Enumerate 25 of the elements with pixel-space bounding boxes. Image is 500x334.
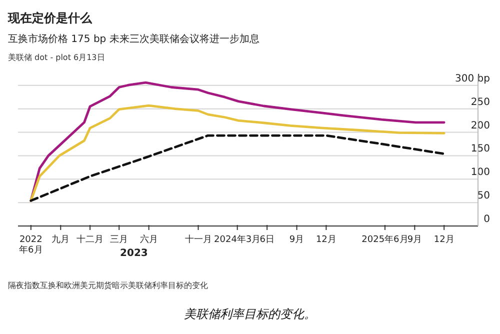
y-tick-label: 100 (470, 167, 490, 178)
x-tick-label: 十二月 (76, 234, 104, 245)
x-tick-label: 九月 (52, 234, 70, 245)
chart-title: 现在定价是什么 (7, 11, 93, 25)
y-tick-label: 50 (477, 190, 490, 202)
text: 2023 (120, 248, 148, 259)
text: 美联储利率目标的变化。 (184, 307, 316, 321)
x-tick-label: 2024年3月 (214, 234, 261, 245)
x-tick-label: 2025年6月 (362, 234, 408, 245)
y-tick-label: 150 (470, 144, 490, 155)
x-tick-label: 三月 (110, 235, 128, 245)
x-tick-label: 六月 (140, 234, 158, 245)
chart-subtitle: 互换市场价格 175 bp 未来三次美联储会议将进一步加息 (8, 33, 260, 45)
x-tick-label: 12月 (316, 235, 336, 245)
x-tick-label: 12月 (434, 235, 454, 245)
text: 美联储 dot - plot 6月13日 (8, 53, 105, 62)
x-tick-label: 2022 年6月 (19, 235, 43, 256)
y-tick-label: 200 (470, 120, 490, 132)
y-tick-label: 250 (470, 96, 490, 108)
x-tick-label: 9月 (289, 235, 304, 245)
text: 隔夜指数互换和欧洲美元期货暗示美联储利率目标的变化 (8, 281, 208, 290)
x-tick-label: 十一月 (184, 234, 212, 245)
y-tick-label: 0 (484, 214, 490, 225)
x-tick-label: 6日 (260, 235, 274, 245)
x-tick-label: 9月 (407, 235, 422, 245)
